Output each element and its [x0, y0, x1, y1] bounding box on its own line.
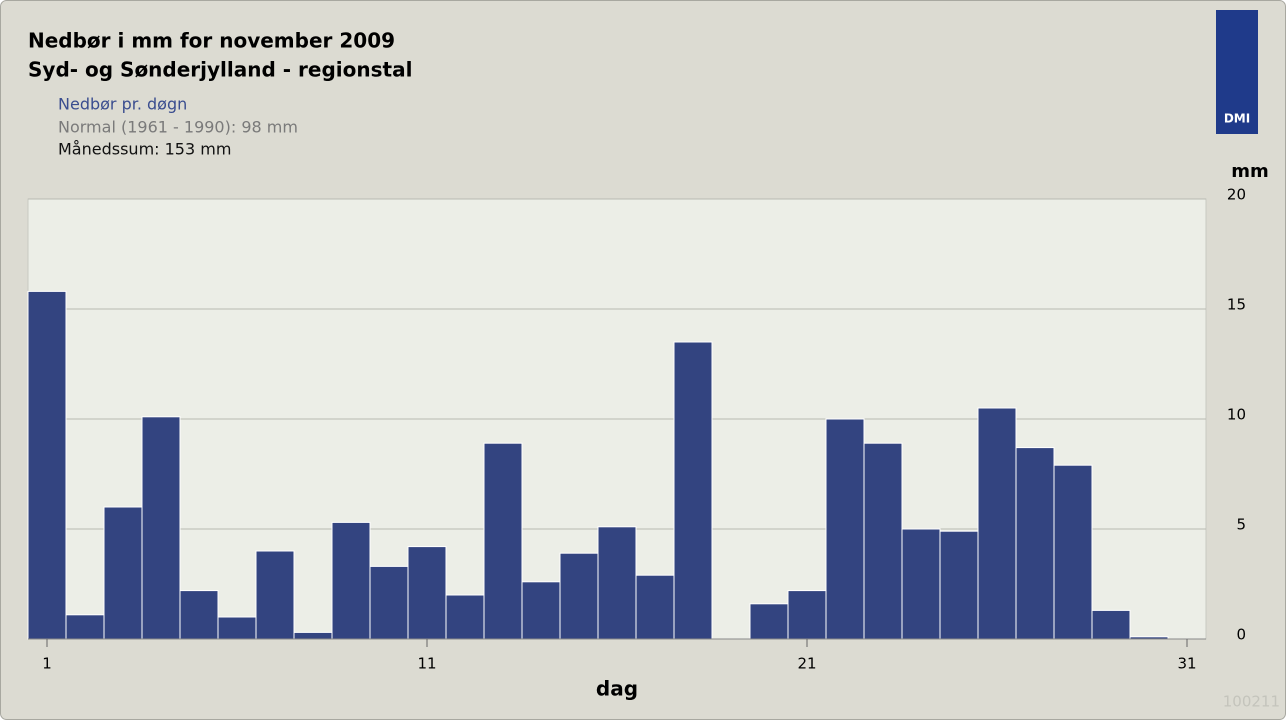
x-tick-label: 11: [417, 655, 436, 673]
bar: [787, 590, 827, 640]
y-axis-label: mm: [1231, 161, 1269, 182]
x-tick-label: 1: [42, 655, 52, 673]
legend-item: Normal (1961 - 1990): 98 mm: [58, 118, 298, 137]
y-tick-label: 15: [1227, 296, 1246, 314]
chart-title: Nedbør i mm for november 2009: [28, 29, 395, 53]
bar: [901, 528, 941, 640]
bar: [65, 614, 105, 640]
bar: [977, 407, 1017, 640]
bar: [559, 552, 599, 640]
bar: [1015, 447, 1055, 640]
y-tick-label: 0: [1236, 626, 1246, 644]
logo-text: DMI: [1224, 112, 1250, 126]
bar: [141, 416, 181, 640]
bar: [369, 565, 409, 640]
y-tick-label: 10: [1227, 406, 1246, 424]
bar: [407, 546, 447, 640]
code: 100211: [1223, 693, 1280, 711]
bar: [179, 590, 219, 640]
bar: [27, 290, 67, 640]
bar: [293, 631, 333, 640]
bar: [217, 616, 257, 640]
bar: [749, 603, 789, 640]
x-tick-label: 21: [797, 655, 816, 673]
bar: [255, 550, 295, 640]
y-tick-label: 5: [1236, 516, 1246, 534]
bar: [1053, 464, 1093, 640]
bar: [635, 574, 675, 640]
bar: [825, 418, 865, 640]
legend-item: Nedbør pr. døgn: [58, 95, 187, 114]
bar: [863, 442, 903, 640]
x-axis-label: dag: [596, 677, 638, 701]
bar: [673, 341, 713, 640]
bar: [1091, 609, 1131, 640]
legend-item: Månedssum: 153 mm: [58, 140, 231, 159]
bar: [521, 581, 561, 640]
bar: [331, 521, 371, 640]
x-tick-label: 31: [1177, 655, 1196, 673]
bar: [597, 526, 637, 640]
chart-subtitle: Syd- og Sønderjylland - regionstal: [28, 58, 412, 82]
logo: [1216, 10, 1258, 134]
bar: [483, 442, 523, 640]
bar: [445, 594, 485, 640]
bar: [103, 506, 143, 640]
bar: [939, 530, 979, 640]
y-tick-label: 20: [1227, 186, 1246, 204]
